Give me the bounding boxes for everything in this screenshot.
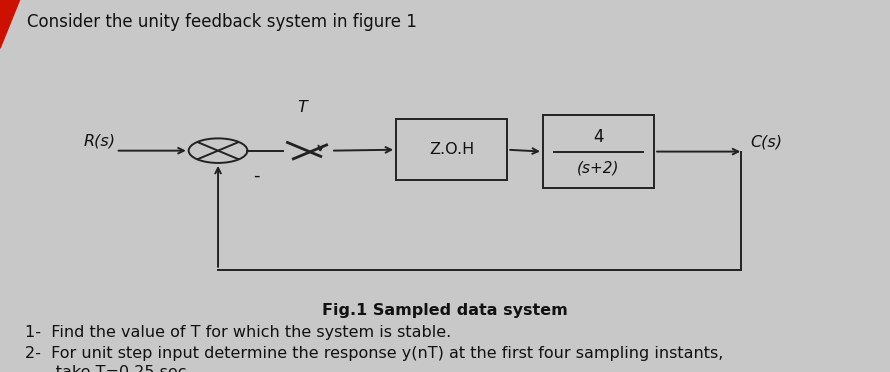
Text: R(s): R(s) <box>84 134 116 149</box>
Bar <box>396 119 507 180</box>
Text: (s+2): (s+2) <box>578 161 619 176</box>
Text: -: - <box>253 167 259 185</box>
Bar <box>543 115 654 188</box>
Text: take T=0.25 sec.: take T=0.25 sec. <box>25 365 191 372</box>
Text: T: T <box>298 100 307 115</box>
Text: Consider the unity feedback system in figure 1: Consider the unity feedback system in fi… <box>27 13 417 31</box>
Text: 1-  Find the value of T for which the system is stable.: 1- Find the value of T for which the sys… <box>25 326 451 340</box>
Text: C(s): C(s) <box>750 135 782 150</box>
Text: Z.O.H: Z.O.H <box>429 142 474 157</box>
Text: Fig.1 Sampled data system: Fig.1 Sampled data system <box>322 303 568 318</box>
Polygon shape <box>0 0 20 48</box>
Text: 4: 4 <box>594 128 603 146</box>
Text: 2-  For unit step input determine the response y(nT) at the first four sampling : 2- For unit step input determine the res… <box>25 346 724 361</box>
